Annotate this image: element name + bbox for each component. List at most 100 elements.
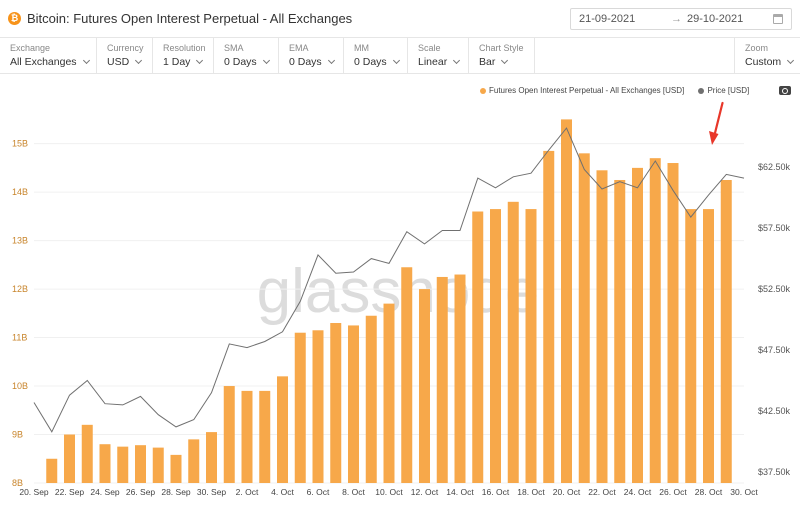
y-left-tick-label: 8B — [12, 478, 23, 488]
chart-header: ₿ Bitcoin: Futures Open Interest Perpetu… — [0, 0, 800, 38]
ema-select[interactable]: EMA 0 Days — [279, 38, 344, 74]
y-right-tick-label: $47.50k — [758, 345, 791, 355]
oi-bar[interactable] — [578, 153, 590, 484]
chart-style-select[interactable]: Chart Style Bar — [469, 38, 535, 74]
oi-bar[interactable] — [46, 458, 58, 483]
legend: Futures Open Interest Perpetual - All Ex… — [480, 86, 761, 95]
oi-bar[interactable] — [206, 432, 217, 483]
mm-value: 0 Days — [354, 56, 387, 68]
date-range-picker[interactable]: 21-09-2021 → 29-10-2021 — [570, 8, 792, 30]
resolution-select[interactable]: Resolution 1 Day — [153, 38, 214, 74]
x-tick-label: 10. Oct — [375, 487, 403, 497]
oi-bar[interactable] — [649, 158, 661, 483]
ema-value: 0 Days — [289, 56, 322, 68]
exchange-label: Exchange — [10, 43, 51, 53]
oi-bar[interactable] — [703, 209, 714, 483]
oi-bar[interactable] — [152, 447, 164, 483]
oi-bar[interactable] — [294, 332, 306, 483]
oi-bar[interactable] — [490, 209, 501, 483]
camera-icon[interactable] — [779, 86, 791, 95]
oi-bar[interactable] — [436, 276, 448, 483]
ema-label: EMA — [289, 43, 309, 53]
sma-label: SMA — [224, 43, 244, 53]
oi-bar[interactable] — [241, 390, 253, 483]
oi-bar[interactable] — [525, 209, 537, 483]
oi-bar[interactable] — [81, 424, 93, 483]
oi-bar[interactable] — [401, 267, 413, 483]
x-tick-label: 28. Oct — [695, 487, 723, 497]
oi-bar[interactable] — [596, 170, 608, 483]
oi-bar[interactable] — [277, 376, 288, 483]
oi-bar[interactable] — [170, 454, 182, 483]
annotation-arrow — [709, 101, 724, 145]
oi-bar[interactable] — [632, 167, 643, 483]
x-tick-label: 24. Oct — [624, 487, 652, 497]
x-tick-label: 12. Oct — [411, 487, 439, 497]
scale-label: Scale — [418, 43, 441, 53]
x-tick-label: 22. Oct — [588, 487, 616, 497]
currency-select[interactable]: Currency USD — [97, 38, 153, 74]
x-tick-label: 16. Oct — [482, 487, 510, 497]
oi-bar[interactable] — [685, 209, 697, 483]
x-tick-label: 30. Sep — [197, 487, 227, 497]
oi-bar[interactable] — [223, 386, 235, 483]
oi-bar[interactable] — [419, 289, 430, 483]
y-left-tick-label: 15B — [12, 139, 28, 149]
oi-bar[interactable] — [507, 201, 519, 483]
y-right-tick-label: $62.50k — [758, 162, 791, 172]
x-tick-label: 20. Oct — [553, 487, 581, 497]
oi-bar[interactable] — [614, 179, 626, 484]
resolution-value: 1 Day — [163, 56, 191, 68]
y-left-tick-label: 9B — [12, 430, 23, 440]
oi-bar[interactable] — [561, 119, 572, 484]
mm-select[interactable]: MM 0 Days — [344, 38, 408, 74]
legend-item-open-interest[interactable]: Futures Open Interest Perpetual - All Ex… — [480, 86, 684, 95]
sma-select[interactable]: SMA 0 Days — [214, 38, 279, 74]
chart-title: Bitcoin: Futures Open Interest Perpetual… — [27, 11, 353, 26]
oi-bar[interactable] — [383, 303, 395, 483]
oi-bar[interactable] — [365, 315, 377, 483]
x-tick-label: 26. Oct — [659, 487, 687, 497]
x-tick-label: 2. Oct — [236, 487, 259, 497]
x-tick-label: 30. Oct — [730, 487, 758, 497]
y-left-tick-label: 10B — [12, 381, 28, 391]
zoom-value: Custom — [745, 56, 782, 68]
date-start[interactable]: 21-09-2021 — [579, 13, 636, 25]
x-tick-label: 4. Oct — [271, 487, 294, 497]
exchange-value: All Exchanges — [10, 56, 77, 68]
resolution-label: Resolution — [163, 43, 206, 53]
chart-style-label: Chart Style — [479, 43, 524, 53]
x-tick-label: 14. Oct — [446, 487, 474, 497]
chart-toolbar: Exchange All Exchanges Currency USD Reso… — [0, 38, 800, 74]
y-right-tick-label: $37.50k — [758, 467, 791, 477]
oi-bar[interactable] — [99, 444, 111, 483]
date-end[interactable]: 29-10-2021 — [687, 13, 744, 25]
x-tick-label: 28. Sep — [161, 487, 191, 497]
zoom-label: Zoom — [745, 43, 769, 53]
sma-value: 0 Days — [224, 56, 257, 68]
oi-bar[interactable] — [348, 325, 359, 483]
currency-label: Currency — [107, 43, 144, 53]
oi-bar[interactable] — [454, 274, 466, 483]
oi-bar[interactable] — [117, 446, 129, 483]
zoom-select[interactable]: Zoom Custom — [734, 38, 800, 74]
oi-bar[interactable] — [64, 434, 75, 483]
oi-bar[interactable] — [135, 445, 146, 483]
oi-bar[interactable] — [720, 179, 732, 484]
y-right-tick-label: $52.50k — [758, 284, 791, 294]
legend-item-price[interactable]: Price [USD] — [698, 86, 749, 95]
oi-bar[interactable] — [312, 330, 324, 483]
oi-bar[interactable] — [543, 150, 555, 483]
x-tick-label: 18. Oct — [517, 487, 545, 497]
oi-bar[interactable] — [472, 211, 484, 483]
calendar-icon[interactable] — [773, 14, 783, 24]
exchange-select[interactable]: Exchange All Exchanges — [0, 38, 97, 74]
scale-select[interactable]: Scale Linear — [408, 38, 469, 74]
oi-bar[interactable] — [259, 390, 271, 483]
currency-value: USD — [107, 56, 130, 68]
oi-bar[interactable] — [667, 163, 679, 483]
oi-bar[interactable] — [188, 439, 200, 483]
oi-bar[interactable] — [330, 323, 342, 483]
x-tick-label: 8. Oct — [342, 487, 365, 497]
